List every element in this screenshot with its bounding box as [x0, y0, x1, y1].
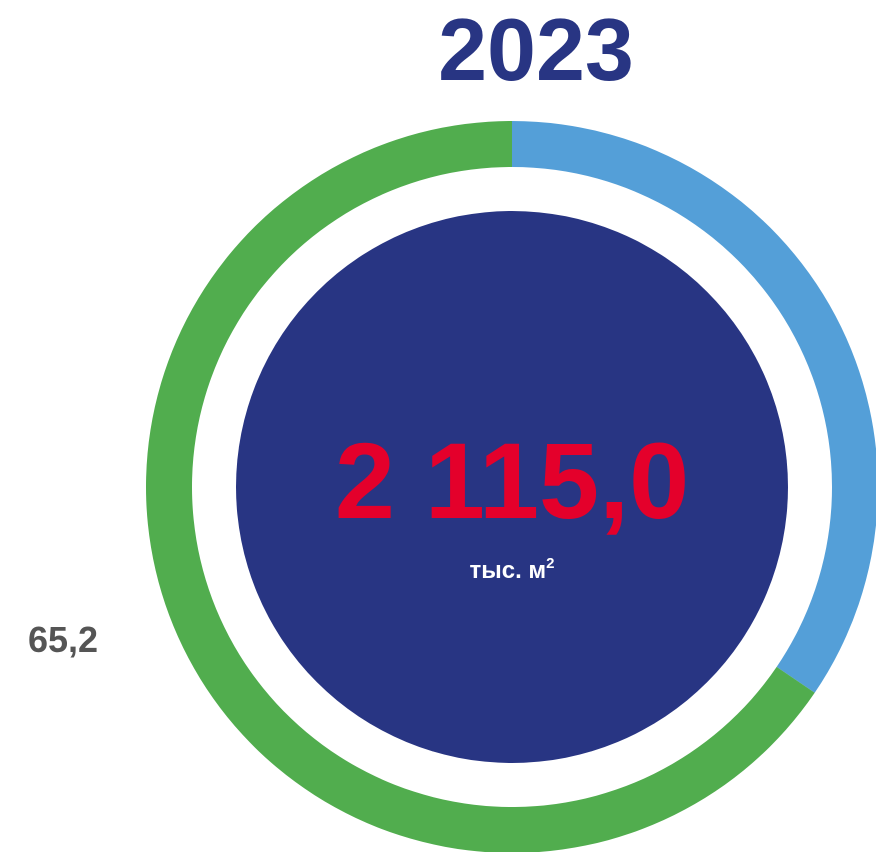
slice-labels: 65,2 [28, 619, 98, 660]
slice-label-1: 65,2 [28, 619, 98, 660]
total-unit-superscript: 2 [546, 555, 554, 572]
chart-title: 2023 [438, 0, 634, 99]
donut-ring [146, 121, 876, 852]
total-unit-text: тыс. м [469, 557, 546, 584]
total-unit: тыс. м2 [469, 555, 554, 584]
center-disc [236, 211, 788, 763]
total-value: 2 115,0 [335, 420, 689, 541]
slice-0 [512, 121, 876, 693]
